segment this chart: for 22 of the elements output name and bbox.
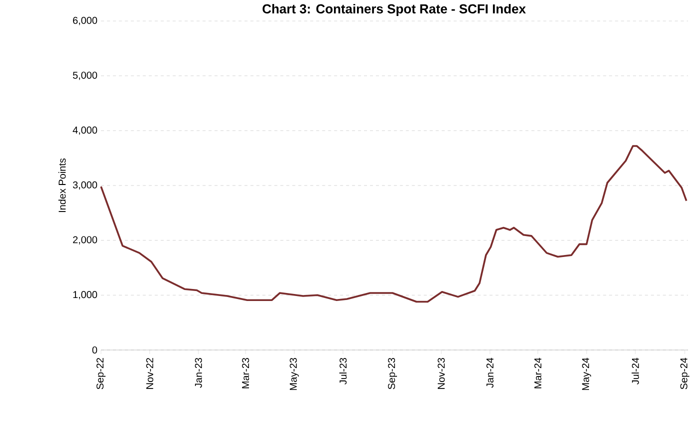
y-tick-label: 4,000 — [72, 126, 98, 135]
y-tick-label: 3,000 — [72, 181, 98, 190]
x-tick-label: Jan-24 — [486, 358, 494, 388]
x-tick-label: Jul-24 — [632, 358, 639, 384]
chart-title: Chart 3: Containers Spot Rate - SCFI Index — [262, 4, 526, 16]
x-tick-label: Nov-23 — [438, 358, 445, 389]
y-tick-label: 2,000 — [73, 236, 98, 244]
y-tick-label: 5,000 — [72, 72, 98, 80]
y-tick-label: 0 — [92, 346, 98, 354]
x-tick-label: Sep-24 — [680, 358, 690, 390]
x-tick-label: May-24 — [582, 358, 592, 390]
x-tick-label: Sep-23 — [388, 358, 398, 390]
x-tick-label: Nov-22 — [146, 358, 154, 389]
x-tick-label: Jul-23 — [339, 358, 347, 384]
y-tick-label: 1,000 — [73, 291, 98, 300]
x-tick-label: Mar-23 — [242, 358, 250, 388]
x-tick-label: May-23 — [290, 358, 299, 390]
x-tick-label: Mar-24 — [534, 358, 542, 388]
x-tick-label: Sep-22 — [96, 358, 106, 390]
y-axis-title: Index Points — [58, 158, 66, 212]
x-tick-label: Jan-23 — [194, 358, 202, 388]
y-tick-label: 6,000 — [73, 16, 98, 26]
